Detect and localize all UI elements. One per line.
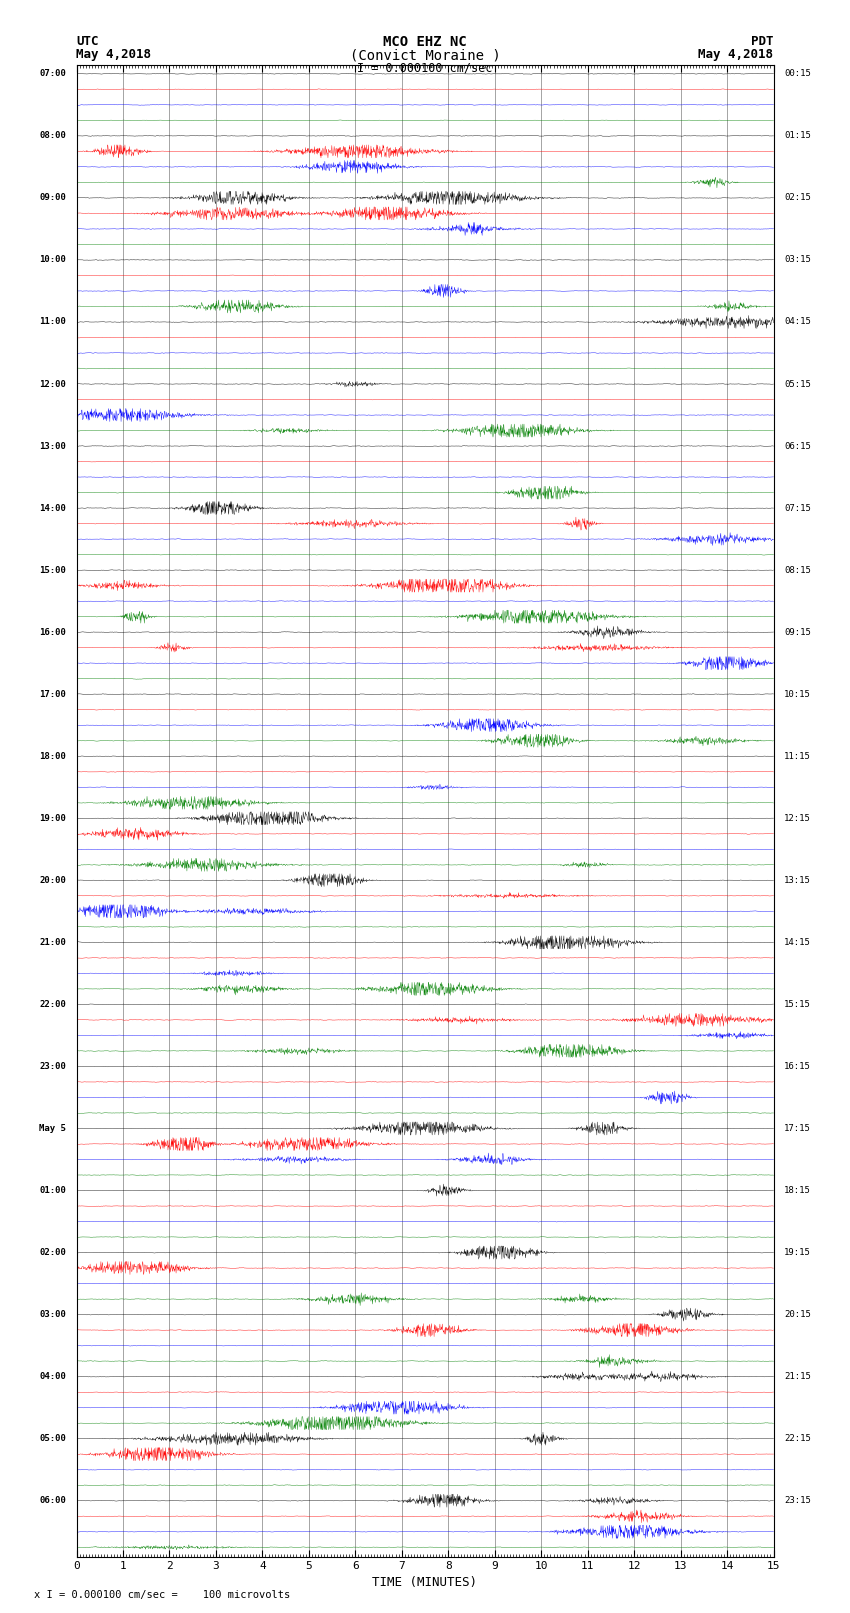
- Text: 12:00: 12:00: [39, 379, 66, 389]
- Text: 11:00: 11:00: [39, 318, 66, 326]
- Text: 14:15: 14:15: [784, 937, 811, 947]
- Text: 20:15: 20:15: [784, 1310, 811, 1319]
- Text: 03:00: 03:00: [39, 1310, 66, 1319]
- Text: 13:00: 13:00: [39, 442, 66, 450]
- Text: 04:15: 04:15: [784, 318, 811, 326]
- Text: PDT: PDT: [751, 35, 774, 48]
- Text: x I = 0.000100 cm/sec =    100 microvolts: x I = 0.000100 cm/sec = 100 microvolts: [34, 1590, 290, 1600]
- Text: 16:00: 16:00: [39, 627, 66, 637]
- Text: 05:00: 05:00: [39, 1434, 66, 1444]
- Text: 06:15: 06:15: [784, 442, 811, 450]
- Text: 05:15: 05:15: [784, 379, 811, 389]
- Text: 17:00: 17:00: [39, 690, 66, 698]
- Text: 10:00: 10:00: [39, 255, 66, 265]
- Text: 17:15: 17:15: [784, 1124, 811, 1132]
- Text: 21:15: 21:15: [784, 1373, 811, 1381]
- Text: 02:15: 02:15: [784, 194, 811, 202]
- Text: 07:15: 07:15: [784, 503, 811, 513]
- Text: 21:00: 21:00: [39, 937, 66, 947]
- X-axis label: TIME (MINUTES): TIME (MINUTES): [372, 1576, 478, 1589]
- Text: May 4,2018: May 4,2018: [76, 48, 151, 61]
- Text: 22:00: 22:00: [39, 1000, 66, 1008]
- Text: 08:00: 08:00: [39, 131, 66, 140]
- Text: 04:00: 04:00: [39, 1373, 66, 1381]
- Text: 06:00: 06:00: [39, 1497, 66, 1505]
- Text: 10:15: 10:15: [784, 690, 811, 698]
- Text: 02:00: 02:00: [39, 1248, 66, 1257]
- Text: 16:15: 16:15: [784, 1061, 811, 1071]
- Text: (Convict Moraine ): (Convict Moraine ): [349, 48, 501, 63]
- Text: 20:00: 20:00: [39, 876, 66, 886]
- Text: 09:15: 09:15: [784, 627, 811, 637]
- Text: 01:15: 01:15: [784, 131, 811, 140]
- Text: I = 0.000100 cm/sec: I = 0.000100 cm/sec: [357, 61, 493, 74]
- Text: 01:00: 01:00: [39, 1186, 66, 1195]
- Text: 18:00: 18:00: [39, 752, 66, 761]
- Text: UTC: UTC: [76, 35, 99, 48]
- Text: 00:15: 00:15: [784, 69, 811, 79]
- Text: 08:15: 08:15: [784, 566, 811, 574]
- Text: 15:15: 15:15: [784, 1000, 811, 1008]
- Text: 14:00: 14:00: [39, 503, 66, 513]
- Text: 11:15: 11:15: [784, 752, 811, 761]
- Text: 23:00: 23:00: [39, 1061, 66, 1071]
- Text: 22:15: 22:15: [784, 1434, 811, 1444]
- Text: 12:15: 12:15: [784, 815, 811, 823]
- Text: MCO EHZ NC: MCO EHZ NC: [383, 35, 467, 50]
- Text: May 5: May 5: [39, 1124, 66, 1132]
- Text: May 4,2018: May 4,2018: [699, 48, 774, 61]
- Text: 19:00: 19:00: [39, 815, 66, 823]
- Text: 18:15: 18:15: [784, 1186, 811, 1195]
- Text: 03:15: 03:15: [784, 255, 811, 265]
- Text: 15:00: 15:00: [39, 566, 66, 574]
- Text: 07:00: 07:00: [39, 69, 66, 79]
- Text: 19:15: 19:15: [784, 1248, 811, 1257]
- Text: 13:15: 13:15: [784, 876, 811, 886]
- Text: 23:15: 23:15: [784, 1497, 811, 1505]
- Text: 09:00: 09:00: [39, 194, 66, 202]
